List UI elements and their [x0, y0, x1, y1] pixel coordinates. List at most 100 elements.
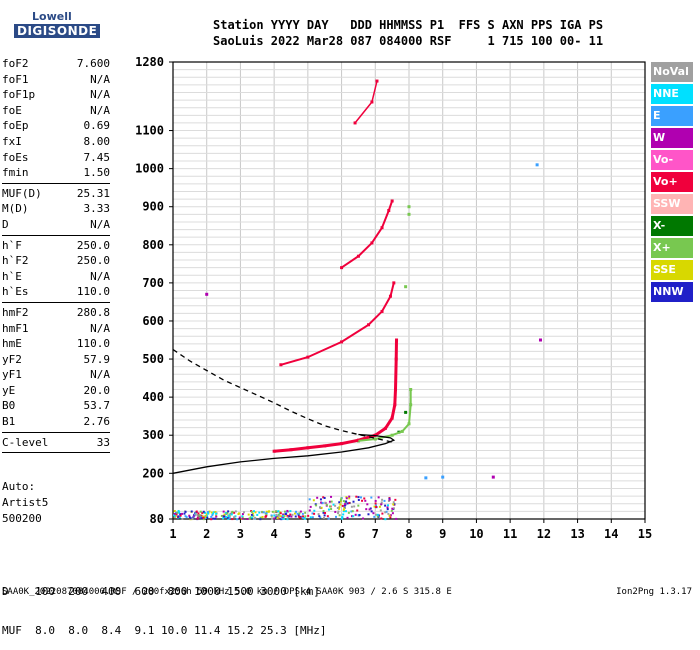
es-clutter-point: [393, 503, 396, 506]
es-clutter-point: [273, 517, 276, 520]
param-name: foF1: [2, 72, 29, 86]
es-clutter-point: [388, 498, 391, 501]
header-columns: Station YYYY DAY DDD HHMMSS P1 FFS S AXN…: [213, 18, 604, 32]
param-name: hmF1: [2, 321, 29, 335]
param-value: N/A: [90, 269, 110, 283]
es-clutter-point: [280, 517, 283, 520]
legend-item-ssw: SSW: [651, 194, 693, 214]
es-clutter-point: [249, 516, 252, 519]
es-clutter-point: [215, 512, 218, 515]
es-clutter-point: [324, 501, 327, 504]
param-row: foF2 7.600: [2, 56, 110, 72]
es-clutter-point: [374, 502, 377, 505]
es-clutter-point: [241, 513, 244, 516]
es-clutter-point: [339, 499, 342, 502]
es-clutter-point: [344, 503, 347, 506]
es-clutter-point: [265, 512, 268, 515]
param-row: hmF1 N/A: [2, 321, 110, 337]
es-clutter-point: [350, 510, 353, 513]
es-clutter-point: [252, 514, 255, 517]
param-row: foF1p N/A: [2, 87, 110, 103]
param-name: fxI: [2, 134, 22, 148]
es-clutter-point: [309, 516, 312, 519]
es-clutter-point: [380, 501, 383, 504]
param-name: D: [2, 217, 9, 231]
data-point-w: [538, 338, 542, 342]
x-tick-label: 11: [503, 527, 517, 541]
param-value: 3.33: [83, 202, 111, 216]
data-point-vo: [279, 363, 283, 367]
es-clutter-point: [196, 514, 199, 517]
es-clutter-point: [330, 495, 333, 498]
x-tick-label: 3: [237, 527, 244, 541]
es-clutter-point: [294, 515, 297, 518]
y-tick-label: 400: [142, 390, 164, 404]
es-clutter-point: [275, 516, 278, 519]
es-clutter-point: [254, 511, 257, 514]
es-clutter-point: [265, 510, 268, 513]
es-clutter-point: [334, 504, 337, 507]
es-clutter-point: [317, 513, 320, 516]
param-row: foF1 N/A: [2, 72, 110, 88]
es-clutter-point: [388, 514, 391, 517]
es-clutter-point: [357, 504, 360, 507]
es-clutter-point: [270, 517, 273, 520]
param-row: hmF2 280.8: [2, 305, 110, 321]
es-clutter-point: [291, 513, 294, 516]
es-clutter-point: [344, 510, 347, 513]
es-clutter-point: [282, 513, 285, 516]
es-clutter-point: [258, 511, 261, 514]
param-name: M(D): [2, 202, 29, 216]
es-clutter-point: [210, 518, 213, 521]
data-point-w: [205, 292, 209, 296]
es-clutter-point: [173, 510, 176, 513]
es-clutter-point: [365, 508, 368, 511]
es-clutter-point: [332, 503, 335, 506]
es-clutter-point: [304, 511, 307, 514]
es-clutter-point: [207, 512, 210, 515]
es-clutter-point: [188, 516, 191, 519]
es-clutter-point: [350, 505, 353, 508]
es-clutter-point: [177, 509, 180, 512]
es-clutter-point: [262, 511, 265, 514]
es-clutter-point: [376, 515, 379, 518]
es-clutter-point: [350, 515, 353, 518]
es-clutter-point: [177, 515, 180, 518]
param-row: D N/A: [2, 217, 110, 233]
es-clutter-point: [282, 517, 285, 520]
es-clutter-point: [250, 513, 253, 516]
es-clutter-point: [370, 510, 373, 513]
es-clutter-point: [352, 500, 355, 503]
data-point-x: [407, 212, 411, 216]
es-clutter-point: [358, 514, 361, 517]
y-tick-label: 500: [142, 352, 164, 366]
es-clutter-point: [289, 510, 292, 513]
x-tick-label: 15: [638, 527, 652, 541]
es-clutter-point: [387, 512, 390, 515]
es-clutter-point: [215, 515, 218, 518]
legend-item-xminus: X-: [651, 216, 693, 236]
param-name: MUF(D): [2, 186, 42, 200]
es-clutter-point: [384, 511, 387, 514]
es-clutter-point: [335, 515, 338, 518]
es-clutter-point: [311, 512, 314, 515]
es-clutter-point: [173, 516, 176, 519]
es-clutter-point: [226, 512, 229, 515]
es-clutter-point: [376, 513, 379, 516]
es-clutter-point: [387, 499, 390, 502]
es-clutter-point: [342, 510, 345, 513]
es-clutter-point: [320, 506, 323, 509]
es-clutter-point: [341, 504, 344, 507]
param-row: h`E N/A: [2, 269, 110, 285]
echo-trace: [358, 389, 412, 442]
x-tick-label: 1: [169, 527, 176, 541]
es-clutter-point: [243, 511, 246, 514]
es-clutter-point: [327, 508, 330, 511]
autoscaling-label: Auto:: [2, 480, 36, 493]
data-point-x: [407, 205, 411, 209]
es-clutter-point: [373, 505, 376, 508]
es-clutter-point: [319, 516, 322, 519]
es-clutter-point: [384, 504, 387, 507]
es-clutter-point: [212, 512, 215, 515]
echo-trace: [280, 282, 395, 366]
